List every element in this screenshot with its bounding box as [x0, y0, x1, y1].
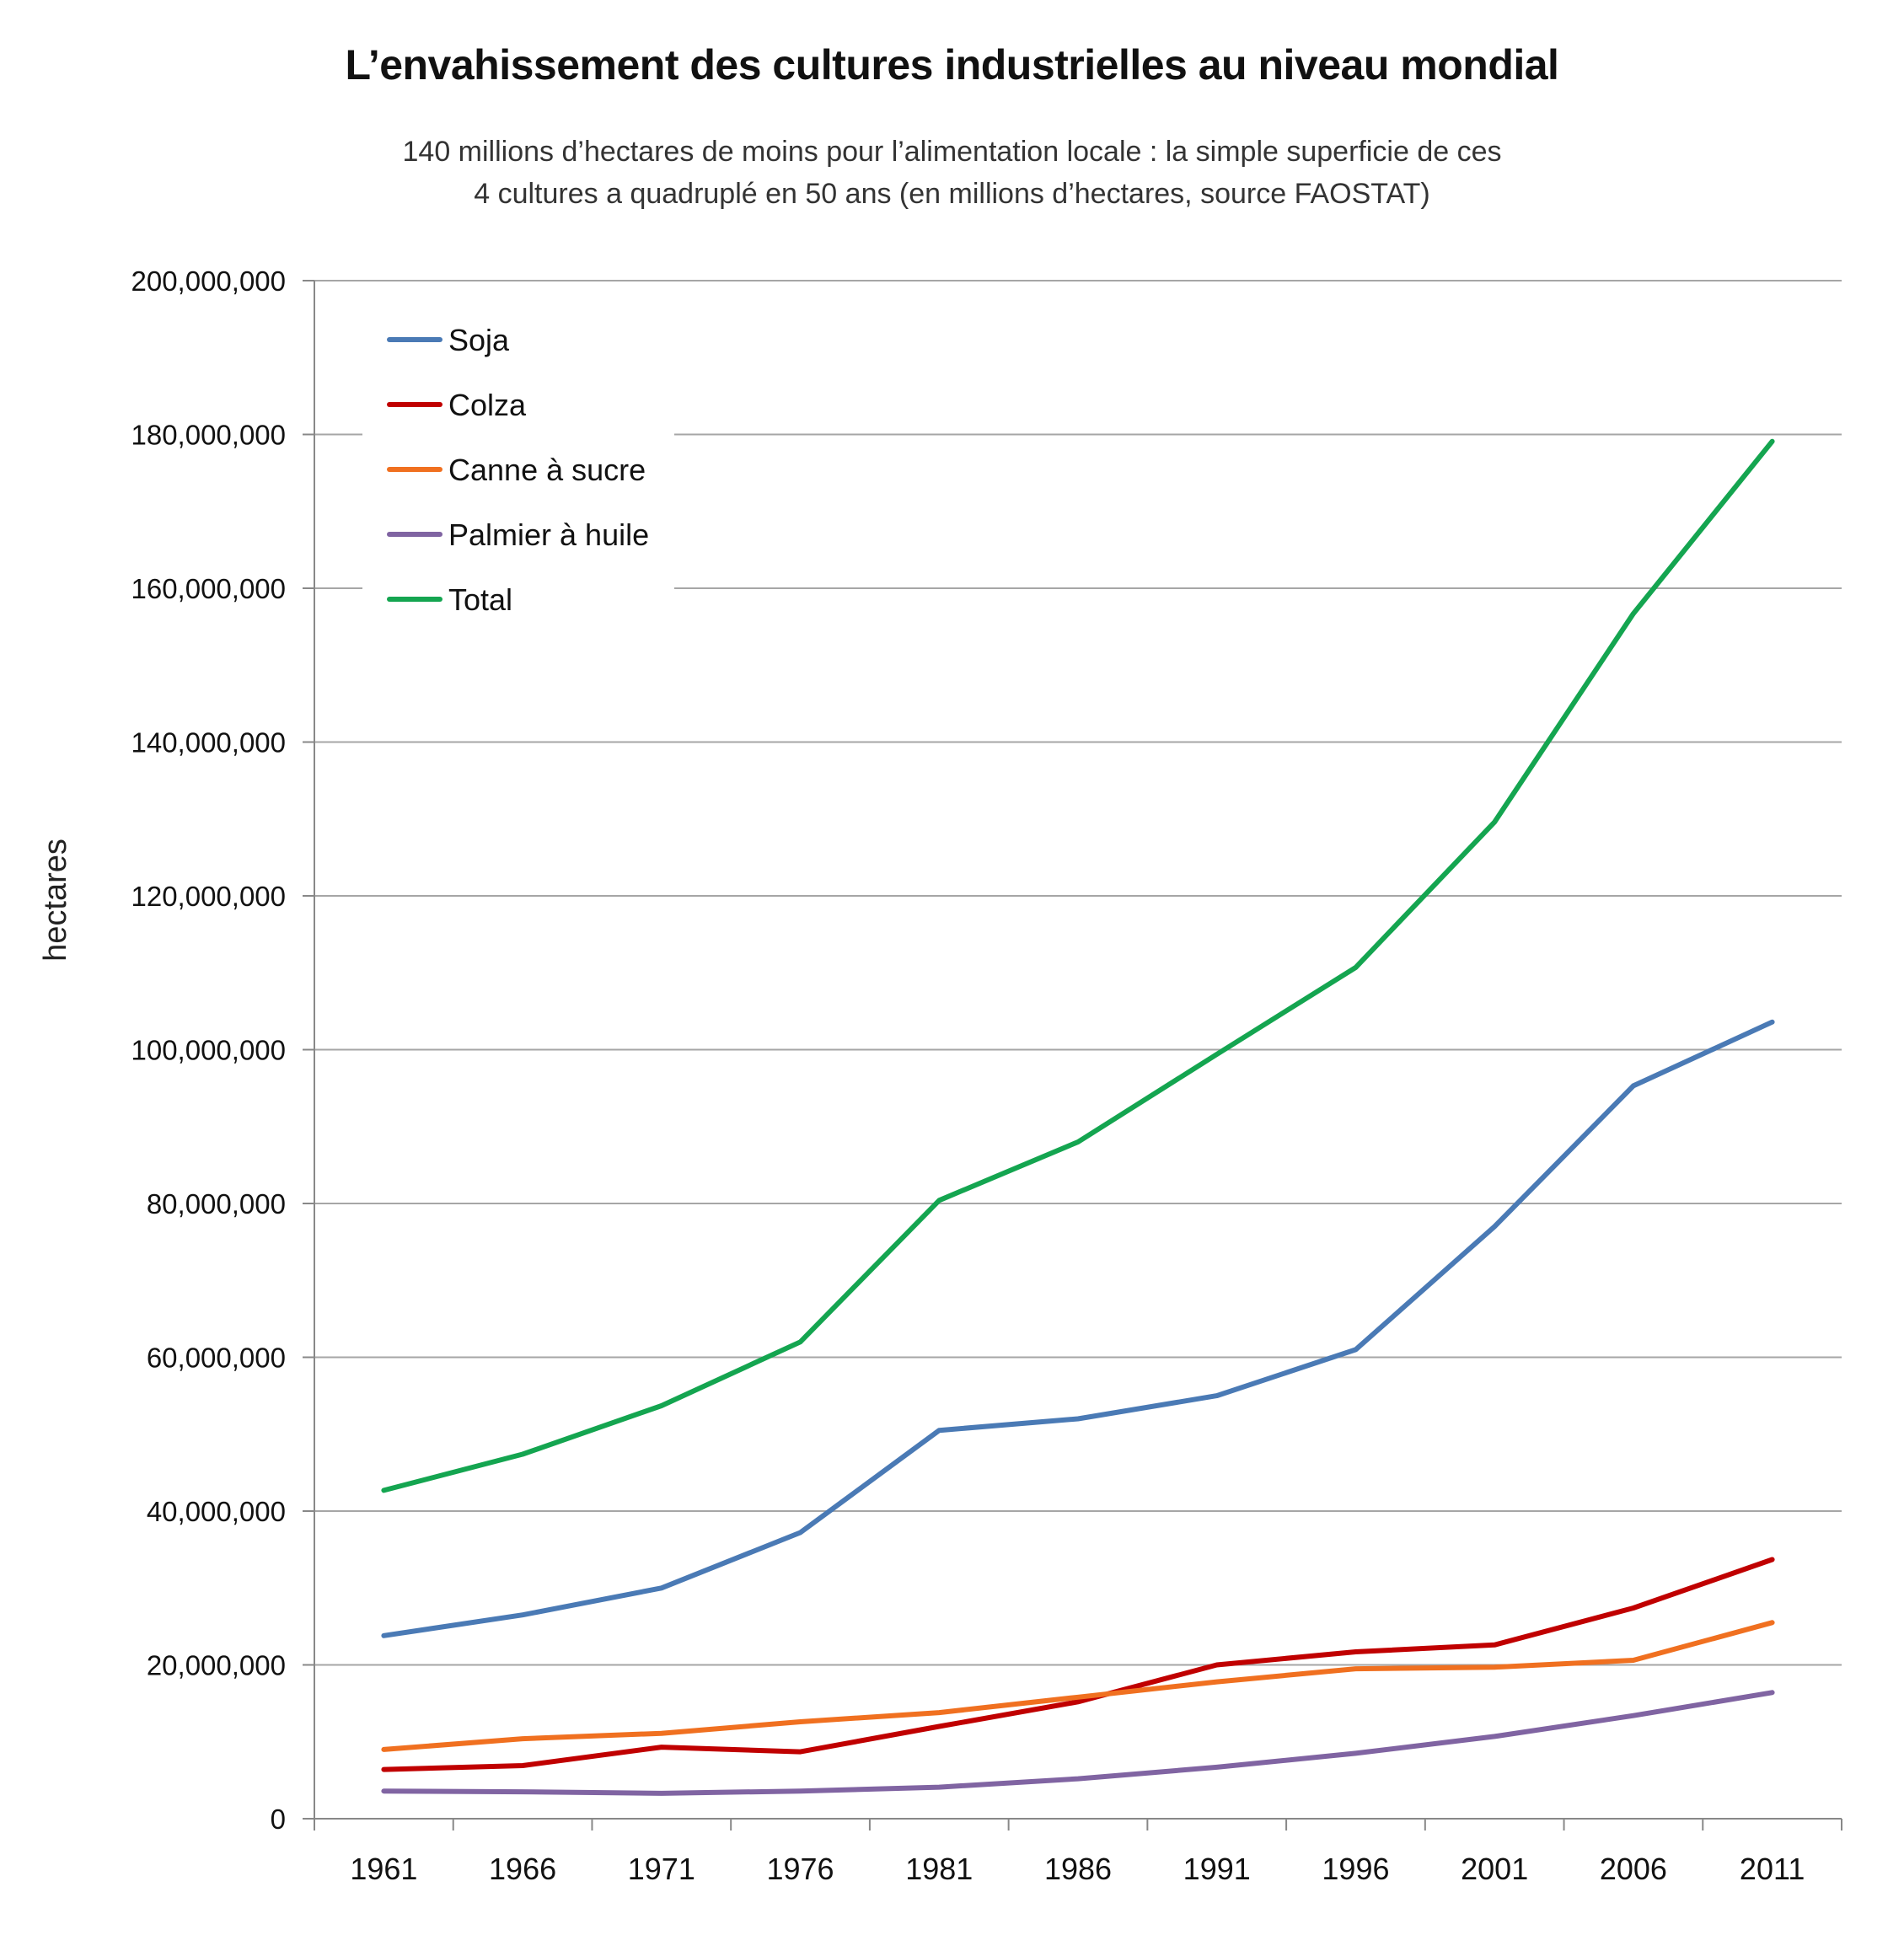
y-tick-labels: 0 20,000,000 40,000,000 60,000,000 80,000,00… [131, 265, 286, 1835]
series-lines [381, 438, 1775, 1796]
y-axis-label: hectares [38, 839, 73, 962]
series-line-total [381, 438, 1775, 1493]
y-tick-label: 20,000,000 [147, 1650, 286, 1681]
legend-background [362, 293, 674, 618]
gridlines [314, 280, 1842, 1666]
y-tick-label: 40,000,000 [147, 1496, 286, 1527]
x-tick-label: 1996 [1322, 1852, 1389, 1886]
y-tick-label: 200,000,000 [131, 265, 286, 297]
x-tick-label: 1961 [350, 1852, 417, 1886]
x-tick-label: 2011 [1740, 1852, 1805, 1886]
legend-label: Colza [448, 388, 527, 422]
legend-label: Palmier à huile [448, 517, 649, 552]
chart-title: L’envahissement des cultures industriell… [345, 41, 1559, 88]
x-tick-labels: 1961 1966 1971 1976 1981 1986 1991 1996 2001 2006… [350, 1852, 1805, 1886]
series-line-colza [381, 1557, 1775, 1772]
x-tick-label: 1966 [489, 1852, 556, 1886]
subtitle-line-1: 140 millions d’hectares de moins pour l’… [402, 136, 1502, 168]
x-tick-label: 1986 [1044, 1852, 1112, 1886]
y-tick-label: 180,000,000 [131, 420, 286, 451]
series-line-soja [381, 1019, 1775, 1638]
legend-label: Soja [448, 323, 510, 357]
legend: Soja Colza Canne à sucre Palmier à huile Tot… [387, 323, 649, 617]
y-tick-label: 60,000,000 [147, 1343, 286, 1374]
x-tick-label: 2006 [1600, 1852, 1667, 1886]
y-tick-label: 0 [271, 1804, 286, 1835]
legend-label: Canne à sucre [448, 453, 646, 487]
x-tick-label: 1991 [1183, 1852, 1251, 1886]
x-tick-label: 1981 [905, 1852, 973, 1886]
y-tick-label: 140,000,000 [131, 727, 286, 758]
chart-subtitle: 140 millions d’hectares de moins pour l’… [0, 131, 1904, 215]
subtitle-line-2: 4 cultures a quadruplé en 50 ans (en mil… [474, 178, 1430, 210]
x-tick-label: 2001 [1461, 1852, 1528, 1886]
axes [303, 280, 1842, 1830]
x-tick-label: 1976 [766, 1852, 834, 1886]
legend-label: Total [448, 582, 512, 617]
y-tick-label: 120,000,000 [131, 881, 286, 912]
series-line-canne-a-sucre [381, 1620, 1775, 1752]
x-tick-label: 1971 [628, 1852, 695, 1886]
y-tick-label: 160,000,000 [131, 573, 286, 604]
series-line-palmier-a-huile [381, 1690, 1775, 1796]
y-tick-label: 100,000,000 [131, 1035, 286, 1066]
y-tick-label: 80,000,000 [147, 1188, 286, 1219]
